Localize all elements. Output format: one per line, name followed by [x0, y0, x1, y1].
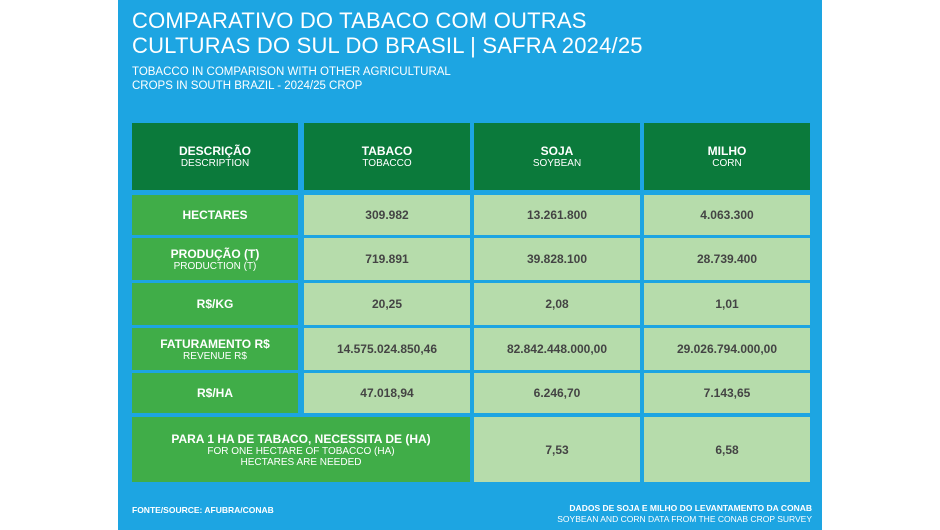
row-label: PARA 1 HA DE TABACO, NECESSITA DE (HA) [171, 431, 431, 446]
value: 4.063.300 [700, 208, 754, 222]
header-label: TABACO [361, 144, 413, 158]
row-label-en: HECTARES ARE NEEDED [240, 456, 362, 468]
value: 719.891 [365, 252, 409, 266]
data-note: DADOS DE SOJA E MILHO DO LEVANTAMENTO DA… [557, 503, 812, 525]
row-label-cell: HECTARES [132, 195, 298, 235]
value: 28.739.400 [696, 252, 758, 266]
title-line: COMPARATIVO DO TABACO COM OUTRAS [132, 8, 587, 33]
value-cell: 47.018,94 [304, 373, 470, 413]
value: 13.261.800 [526, 208, 588, 222]
row-label-cell: PARA 1 HA DE TABACO, NECESSITA DE (HA) FO… [132, 417, 470, 482]
row-label: R$/HA [196, 386, 233, 400]
value-cell: 29.026.794.000,00 [644, 328, 810, 370]
value: 1,01 [715, 297, 739, 311]
value-cell: 7.143,65 [644, 373, 810, 413]
subtitle-line: TOBACCO IN COMPARISON WITH OTHER AGRICUL… [132, 66, 451, 78]
value-cell: 39.828.100 [474, 238, 640, 280]
header-label: MILHO [707, 144, 747, 158]
title: COMPARATIVO DO TABACO COM OUTRAS CULTURA… [132, 8, 643, 58]
value: 309.982 [365, 208, 409, 222]
value: 14.575.024.850,46 [336, 342, 438, 356]
row-label-cell: PRODUÇÃO (T) PRODUCTION (T) [132, 238, 298, 280]
value-cell: 13.261.800 [474, 195, 640, 235]
value: 47.018,94 [360, 386, 414, 400]
value: 39.828.100 [526, 252, 588, 266]
value: 20,25 [371, 297, 403, 311]
value-cell: 309.982 [304, 195, 470, 235]
row-label-en: PRODUCTION (T) [173, 260, 257, 272]
row-label: PRODUÇÃO (T) [170, 246, 260, 261]
header-label-en: DESCRIPTION [180, 158, 250, 169]
value: 82.842.448.000,00 [506, 342, 608, 356]
row-label: HECTARES [182, 208, 248, 222]
infographic-panel: COMPARATIVO DO TABACO COM OUTRAS CULTURA… [118, 0, 822, 530]
header-cell: MILHO CORN [644, 123, 810, 190]
value-cell: 2,08 [474, 283, 640, 325]
value-cell: 20,25 [304, 283, 470, 325]
data-note-line: SOYBEAN AND CORN DATA FROM THE CONAB CRO… [557, 514, 812, 524]
value-cell: 4.063.300 [644, 195, 810, 235]
header-label: DESCRIÇÃO [178, 144, 251, 158]
value-cell: 6.246,70 [474, 373, 640, 413]
row-label: FATURAMENTO R$ [160, 336, 270, 351]
row-label-en: FOR ONE HECTARE OF TOBACCO (HA) [207, 445, 395, 457]
value-cell: 6,58 [644, 417, 810, 482]
header-label-en: TOBACCO [362, 158, 412, 169]
value-cell: 14.575.024.850,46 [304, 328, 470, 370]
header-label: SOJA [540, 144, 574, 158]
header-cell: DESCRIÇÃO DESCRIPTION [132, 123, 298, 190]
title-line: CULTURAS DO SUL DO BRASIL | SAFRA 2024/2… [132, 33, 643, 58]
row-label-cell: R$/KG [132, 283, 298, 325]
row-label-cell: FATURAMENTO R$ REVENUE R$ [132, 328, 298, 370]
value-cell: 1,01 [644, 283, 810, 325]
value-cell: 28.739.400 [644, 238, 810, 280]
value-cell: 719.891 [304, 238, 470, 280]
subtitle-line: CROPS IN SOUTH BRAZIL - 2024/25 CROP [132, 80, 363, 92]
header-label-en: CORN [712, 158, 742, 169]
subtitle: TOBACCO IN COMPARISON WITH OTHER AGRICUL… [132, 65, 451, 93]
value: 2,08 [545, 297, 569, 311]
value: 7,53 [545, 442, 569, 457]
value: 6.246,70 [533, 386, 581, 400]
row-label-en: REVENUE R$ [183, 350, 247, 362]
value-cell: 82.842.448.000,00 [474, 328, 640, 370]
row-label-cell: R$/HA [132, 373, 298, 413]
value: 7.143,65 [703, 386, 751, 400]
data-note-line: DADOS DE SOJA E MILHO DO LEVANTAMENTO DA… [569, 503, 812, 513]
header-cell: TABACO TOBACCO [304, 123, 470, 190]
header-label-en: SOYBEAN [532, 158, 582, 169]
row-label: R$/KG [196, 297, 234, 311]
value: 6,58 [715, 442, 739, 457]
source-note: FONTE/SOURCE: AFUBRA/CONAB [132, 505, 274, 515]
value: 29.026.794.000,00 [676, 342, 778, 356]
value-cell: 7,53 [474, 417, 640, 482]
header-cell: SOJA SOYBEAN [474, 123, 640, 190]
